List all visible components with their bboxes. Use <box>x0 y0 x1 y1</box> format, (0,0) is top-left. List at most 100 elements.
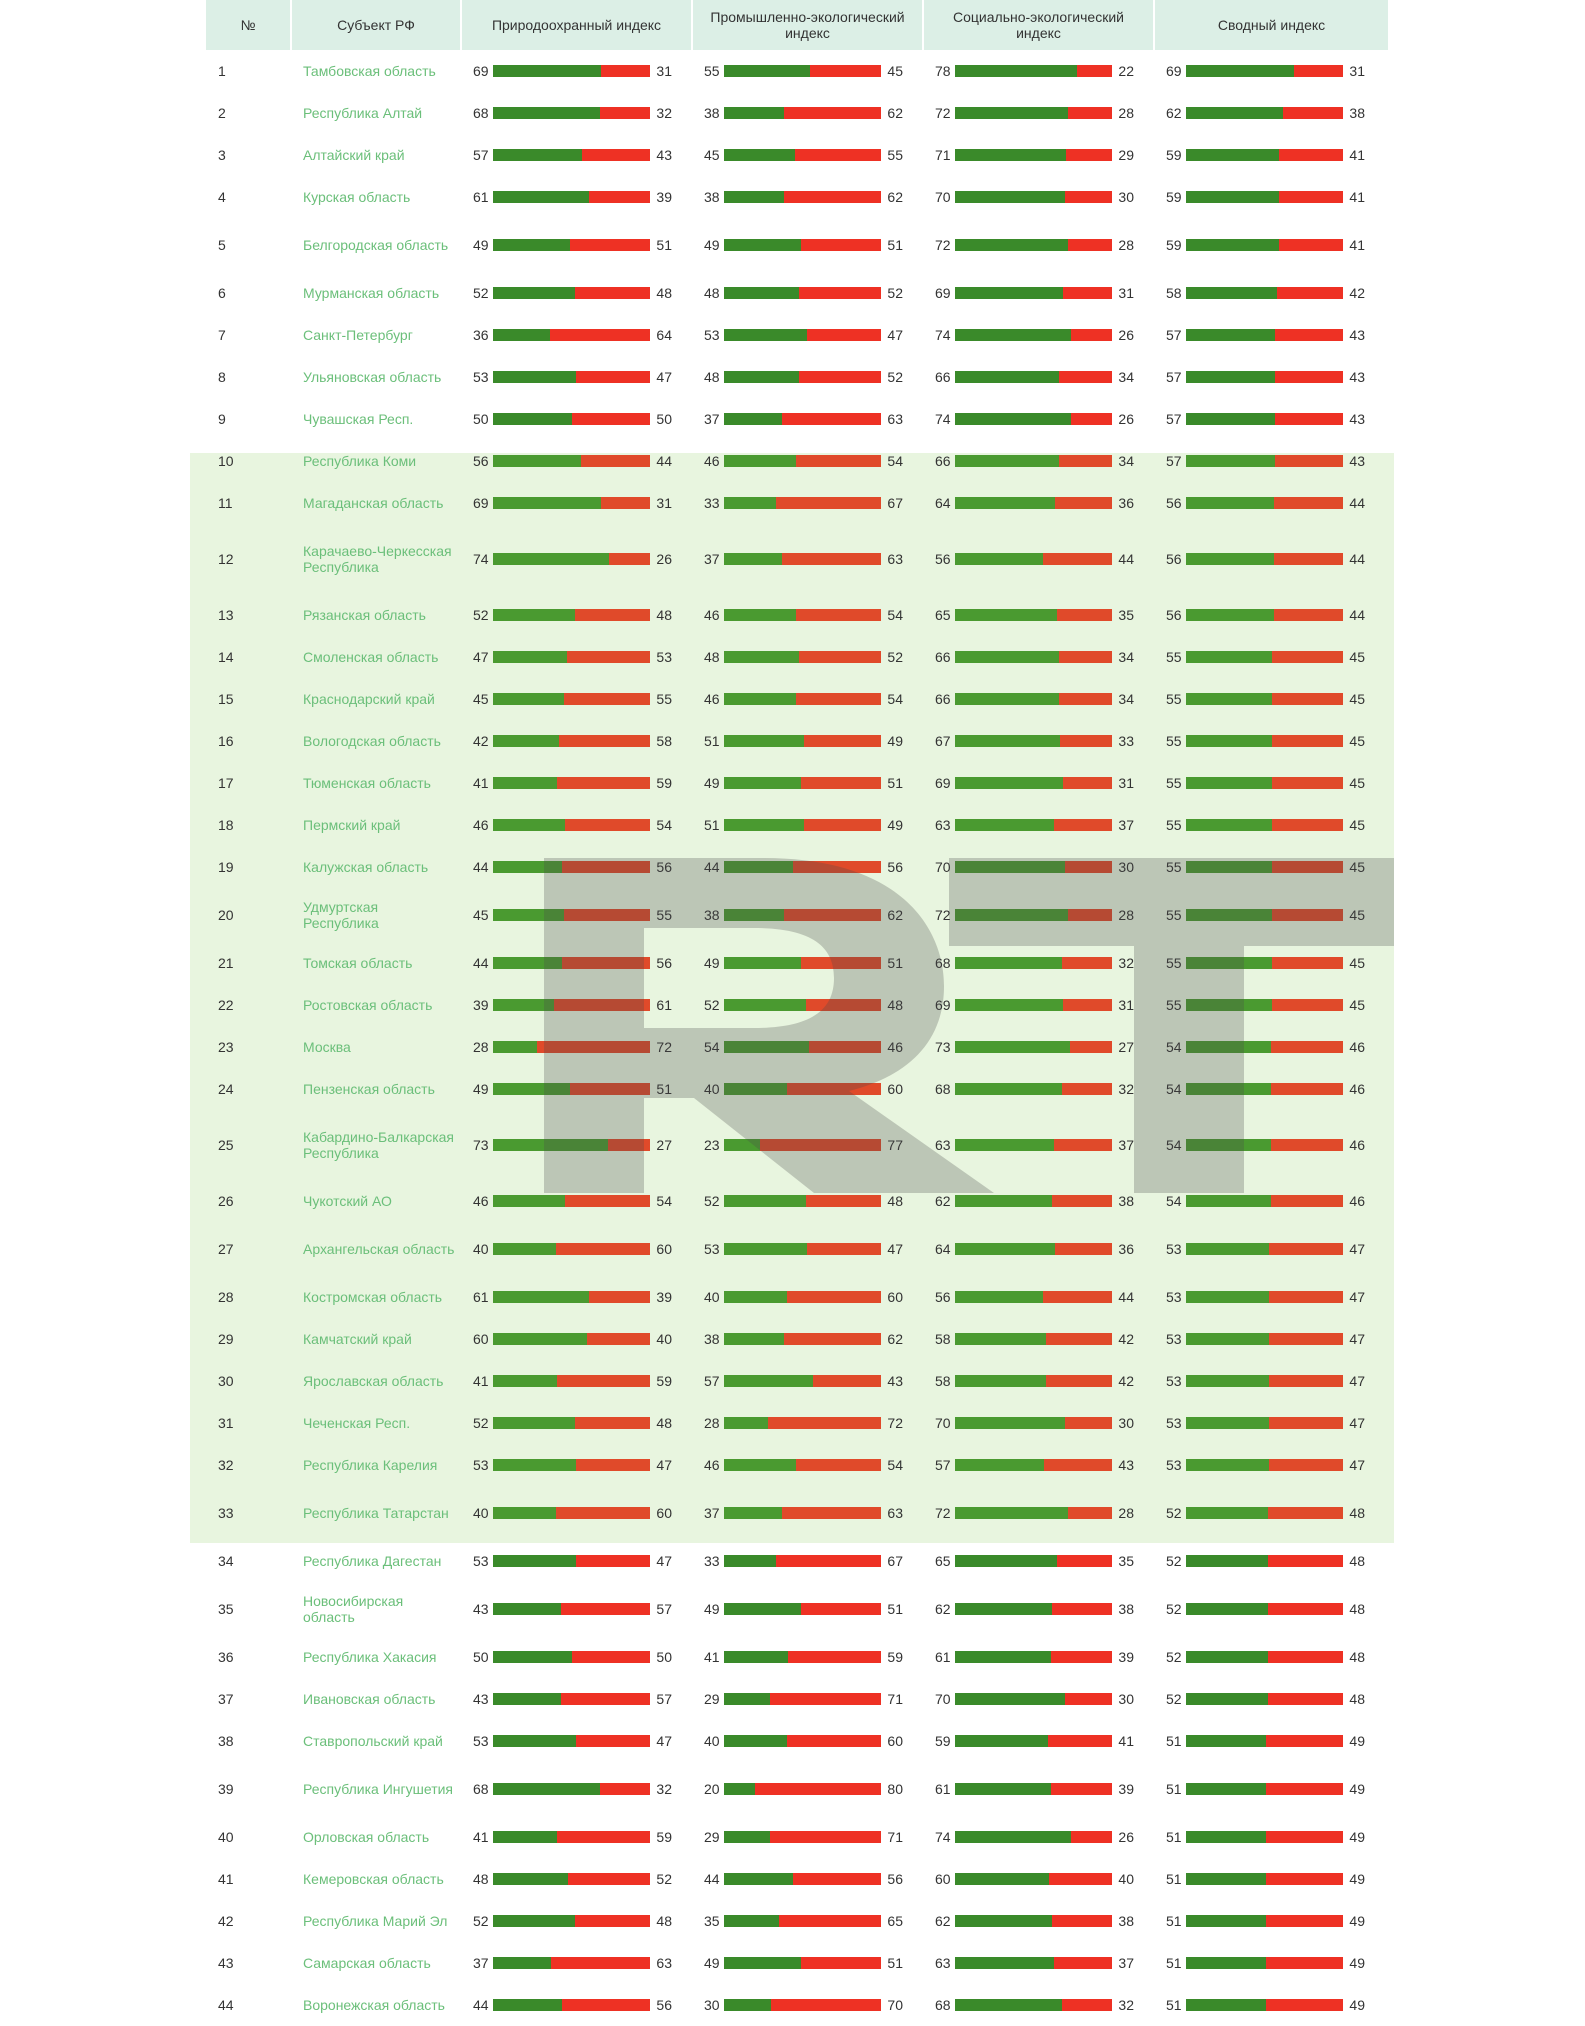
nature-negative-value: 50 <box>656 1649 672 1665</box>
region-link[interactable]: Республика Хакасия <box>303 1649 437 1665</box>
region-link[interactable]: Кабардино-Балкарская Республика <box>303 1129 455 1161</box>
region-link[interactable]: Воронежская область <box>303 1997 445 2013</box>
social-positive-value: 57 <box>935 1457 951 1473</box>
region-link[interactable]: Чеченская Респ. <box>303 1415 411 1431</box>
row-number: 23 <box>218 1039 234 1055</box>
region-link[interactable]: Курская область <box>303 189 411 205</box>
nature-negative-value: 40 <box>656 1331 672 1347</box>
industry-index-cell: 29 71 <box>692 1678 923 1720</box>
region-link[interactable]: Вологодская область <box>303 733 441 749</box>
region-link[interactable]: Архангельская область <box>303 1241 455 1257</box>
bar-negative-segment <box>1272 777 1343 789</box>
summary-negative-value: 45 <box>1349 907 1365 923</box>
social-index-bar <box>955 1957 1112 1969</box>
region-link[interactable]: Ярославская область <box>303 1373 444 1389</box>
nature-positive-value: 61 <box>473 189 489 205</box>
nature-index-cell: 36 64 <box>461 314 692 356</box>
region-link[interactable]: Алтайский край <box>303 147 405 163</box>
bar-negative-segment <box>571 1651 650 1663</box>
summary-index-bar <box>1186 1603 1343 1615</box>
bar-positive-segment <box>1186 1417 1270 1429</box>
region-link[interactable]: Магаданская область <box>303 495 444 511</box>
summary-index-bar <box>1186 1783 1343 1795</box>
bar-negative-segment <box>1047 1735 1112 1747</box>
region-link[interactable]: Томская область <box>303 955 413 971</box>
table-row: 3 Алтайский край 57 43 45 55 71 29 59 41 <box>206 134 1388 176</box>
region-link[interactable]: Удмуртская Республика <box>303 899 379 931</box>
region-link[interactable]: Ростовская область <box>303 997 433 1013</box>
region-link[interactable]: Тамбовская область <box>303 63 436 79</box>
bar-positive-segment <box>724 651 800 663</box>
nature-positive-value: 42 <box>473 733 489 749</box>
region-link[interactable]: Кемеровская область <box>303 1871 444 1887</box>
nature-positive-value: 52 <box>473 1415 489 1431</box>
region-link[interactable]: Республика Ингушетия <box>303 1781 454 1797</box>
bar-negative-segment <box>555 1507 650 1519</box>
region-link[interactable]: Белгородская область <box>303 237 449 253</box>
region-link[interactable]: Чукотский АО <box>303 1193 392 1209</box>
bar-positive-segment <box>955 1291 1043 1303</box>
region-link[interactable]: Чувашская Респ. <box>303 411 414 427</box>
region-link[interactable]: Республика Алтай <box>303 105 423 121</box>
social-negative-value: 28 <box>1118 105 1134 121</box>
table-row: 36 Республика Хакасия 50 50 41 59 61 39 52 48 <box>206 1636 1388 1678</box>
region-link[interactable]: Республика Марий Эл <box>303 1913 448 1929</box>
bar-positive-segment <box>1186 287 1278 299</box>
bar-positive-segment <box>1186 1783 1267 1795</box>
region-link[interactable]: Мурманская область <box>303 285 440 301</box>
region-link[interactable]: Смоленская область <box>303 649 439 665</box>
region-link[interactable]: Ивановская область <box>303 1691 436 1707</box>
bar-positive-segment <box>493 371 577 383</box>
region-link[interactable]: Пензенская область <box>303 1081 435 1097</box>
industry-negative-value: 55 <box>887 147 903 163</box>
industry-index-bar <box>724 239 881 251</box>
summary-index-cell: 56 44 <box>1154 482 1388 524</box>
region-link[interactable]: Санкт-Петербург <box>303 327 413 343</box>
social-positive-value: 59 <box>935 1733 951 1749</box>
bar-negative-segment <box>549 329 650 341</box>
table-row: 37 Ивановская область 43 57 29 71 70 30 52 48 <box>206 1678 1388 1720</box>
region-link[interactable]: Тюменская область <box>303 775 431 791</box>
region-link[interactable]: Камчатский край <box>303 1331 412 1347</box>
bar-negative-segment <box>609 553 650 565</box>
region-link[interactable]: Республика Дагестан <box>303 1553 442 1569</box>
region-link[interactable]: Самарская область <box>303 1955 431 1971</box>
bar-positive-segment <box>1186 735 1273 747</box>
region-link[interactable]: Республика Татарстан <box>303 1505 449 1521</box>
region-link[interactable]: Пермский край <box>303 817 401 833</box>
region-link[interactable]: Москва <box>303 1039 351 1055</box>
region-link[interactable]: Калужская область <box>303 859 429 875</box>
bar-positive-segment <box>955 65 1078 77</box>
region-link[interactable]: Костромская область <box>303 1289 443 1305</box>
summary-positive-value: 51 <box>1166 1997 1182 2013</box>
region-link[interactable]: Новосибирская область <box>303 1593 404 1625</box>
nature-positive-value: 53 <box>473 1457 489 1473</box>
industry-positive-value: 54 <box>704 1039 720 1055</box>
industry-negative-value: 52 <box>887 285 903 301</box>
region-link[interactable]: Республика Карелия <box>303 1457 438 1473</box>
bar-negative-segment <box>786 1083 881 1095</box>
nature-index-bar <box>493 1783 650 1795</box>
bar-negative-segment <box>807 329 881 341</box>
nature-index-bar <box>493 239 650 251</box>
social-index-cell: 61 39 <box>923 1762 1154 1816</box>
industry-index-bar <box>724 999 881 1011</box>
region-link[interactable]: Карачаево-Черкесская Республика <box>303 543 452 575</box>
summary-index-bar <box>1186 107 1343 119</box>
region-link[interactable]: Краснодарский край <box>303 691 435 707</box>
region-link[interactable]: Республика Коми <box>303 453 417 469</box>
nature-negative-value: 43 <box>656 147 672 163</box>
region-link[interactable]: Ставропольский край <box>303 1733 443 1749</box>
nature-positive-value: 49 <box>473 237 489 253</box>
industry-positive-value: 51 <box>704 733 720 749</box>
region-link[interactable]: Орловская область <box>303 1829 430 1845</box>
bar-negative-segment <box>1063 777 1112 789</box>
summary-index-bar <box>1186 329 1343 341</box>
summary-negative-value: 43 <box>1349 411 1365 427</box>
table-row: 22 Ростовская область 39 61 52 48 69 31 55 45 <box>206 984 1388 1026</box>
region-link[interactable]: Ульяновская область <box>303 369 442 385</box>
industry-positive-value: 49 <box>704 237 720 253</box>
nature-index-cell: 52 48 <box>461 1402 692 1444</box>
summary-positive-value: 53 <box>1166 1415 1182 1431</box>
region-link[interactable]: Рязанская область <box>303 607 426 623</box>
